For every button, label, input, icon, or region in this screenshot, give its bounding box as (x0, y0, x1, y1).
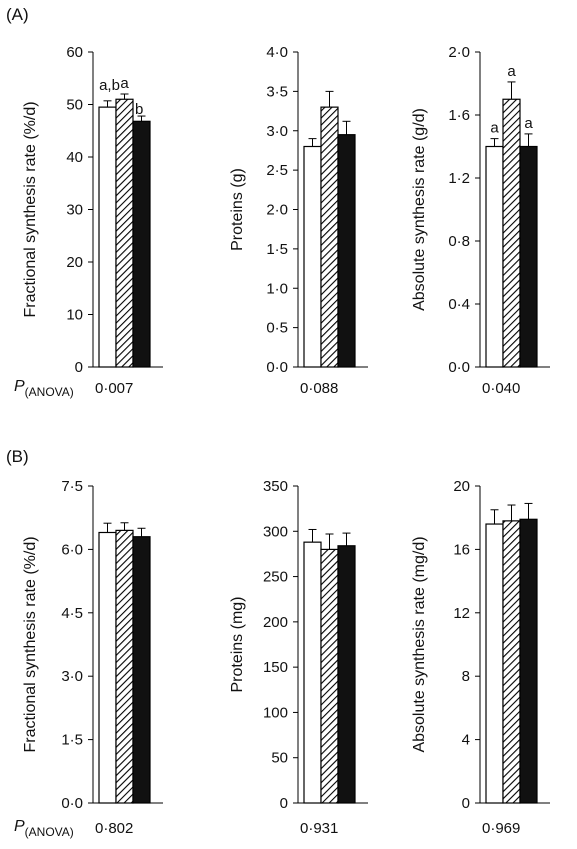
y-tick-label: 2·5 (266, 162, 288, 179)
y-tick-label: 2·0 (266, 202, 288, 219)
y-tick-label: 1·6 (448, 107, 470, 124)
bar-white (98, 106, 117, 368)
bar-white (98, 531, 117, 804)
bar-white (303, 541, 322, 804)
y-tick-label: 3·5 (266, 83, 288, 100)
y-tick-label: 50 (66, 97, 83, 114)
chart-b-3: 0 4 8 12 16 20 Absolute synthesis rate (mg/d) 0… (411, 478, 550, 837)
chart-a-2: 0·0 0·5 1·0 1·5 2·0 2·5 3·0 3·5 4·0 Proteins (g) 0… (229, 44, 368, 397)
y-axis-label: Fractional synthesis rate (%/d) (22, 101, 39, 317)
y-tick-label: 0 (280, 795, 288, 812)
y-tick-label: 0·5 (266, 320, 288, 337)
y-axis-label: Fractional synthesis rate (%/d) (22, 536, 39, 752)
p-subscript-a: (ANOVA) (25, 385, 74, 399)
bar-black (132, 536, 151, 804)
panel-label-a: (A) (6, 5, 29, 24)
y-tick-label: 0·4 (448, 296, 470, 313)
bar-hatched (115, 529, 134, 804)
y-tick-label: 0·8 (448, 233, 470, 250)
y-tick-label: 0 (462, 795, 470, 812)
bar-white (485, 523, 504, 804)
y-tick-label: 20 (66, 254, 83, 271)
y-tick-label: 30 (66, 202, 83, 219)
p-anova-label-b: P(ANOVA) (14, 818, 74, 839)
p-anova-value: 0·088 (300, 380, 338, 397)
y-tick-label: 350 (263, 478, 288, 495)
y-axis-label: Proteins (g) (229, 168, 246, 251)
y-tick-label: 200 (263, 614, 288, 631)
y-tick-label: 100 (263, 704, 288, 721)
p-anova-value: 0·802 (95, 820, 133, 837)
p-anova-value: 0·040 (482, 380, 520, 397)
y-tick-label: 8 (462, 668, 470, 685)
y-tick-label: 1·0 (266, 280, 288, 297)
significance-label: a (490, 120, 499, 137)
bar-white (485, 145, 504, 368)
significance-label: a,b (99, 77, 120, 94)
bar-black (337, 134, 356, 368)
y-tick-label: 10 (66, 307, 83, 324)
bar-hatched (502, 98, 521, 368)
y-tick-label: 6·0 (61, 541, 83, 558)
y-tick-label: 3·0 (61, 668, 83, 685)
chart-a-1: 0 10 20 30 40 50 60 Fractional synthesis rate (… (22, 44, 163, 397)
y-tick-label: 250 (263, 569, 288, 586)
y-tick-label: 1·5 (61, 732, 83, 749)
chart-b-1: 0·0 1·5 3·0 4·5 6·0 7·5 Fractional synthesis r… (22, 478, 163, 837)
significance-label: a (120, 75, 129, 92)
y-tick-label: 4 (462, 732, 470, 749)
p-anova-value: 0·931 (300, 820, 338, 837)
y-tick-label: 3·0 (266, 123, 288, 140)
y-tick-label: 16 (453, 541, 470, 558)
significance-label: b (135, 101, 143, 118)
y-tick-label: 2·0 (448, 44, 470, 61)
bar-hatched (320, 106, 339, 368)
y-tick-label: 20 (453, 478, 470, 495)
y-tick-label: 7·5 (61, 478, 83, 495)
y-tick-label: 0·0 (266, 359, 288, 376)
y-tick-label: 0 (75, 359, 83, 376)
p-symbol-a: P (14, 378, 25, 395)
bar-hatched (502, 520, 521, 804)
bar-hatched (320, 548, 339, 804)
p-subscript-b: (ANOVA) (25, 825, 74, 839)
p-anova-value: 0·969 (482, 820, 520, 837)
p-symbol-b: P (14, 818, 25, 835)
y-tick-label: 12 (453, 605, 470, 622)
bar-black (337, 545, 356, 804)
panel-label-b: (B) (6, 447, 29, 466)
y-tick-label: 300 (263, 523, 288, 540)
y-tick-label: 150 (263, 659, 288, 676)
p-anova-value: 0·007 (95, 380, 133, 397)
y-tick-label: 60 (66, 44, 83, 61)
chart-b-2: 0 50 100 150 200 250 300 350 Proteins (mg) 0·931 (229, 478, 368, 837)
y-tick-label: 0·0 (448, 359, 470, 376)
bar-black (519, 145, 538, 368)
p-anova-label-a: P(ANOVA) (14, 378, 74, 399)
y-tick-label: 4·5 (61, 605, 83, 622)
y-axis-label: Proteins (mg) (229, 596, 246, 692)
y-tick-label: 4·0 (266, 44, 288, 61)
y-tick-label: 1·2 (448, 170, 470, 187)
bar-black (519, 518, 538, 804)
significance-label: a (524, 115, 533, 132)
bar-black (132, 120, 151, 368)
chart-a-3: 0·0 0·4 0·8 1·2 1·6 2·0 Absolute synthesis rat… (411, 44, 550, 397)
y-tick-label: 50 (271, 750, 288, 767)
significance-label: a (507, 63, 516, 80)
bar-hatched (115, 98, 134, 368)
y-axis-label: Absolute synthesis rate (g/d) (411, 108, 428, 311)
bar-white (303, 145, 322, 368)
y-tick-label: 0·0 (61, 795, 83, 812)
y-axis-label: Absolute synthesis rate (mg/d) (411, 536, 428, 752)
y-tick-label: 1·5 (266, 241, 288, 258)
y-tick-label: 40 (66, 149, 83, 166)
